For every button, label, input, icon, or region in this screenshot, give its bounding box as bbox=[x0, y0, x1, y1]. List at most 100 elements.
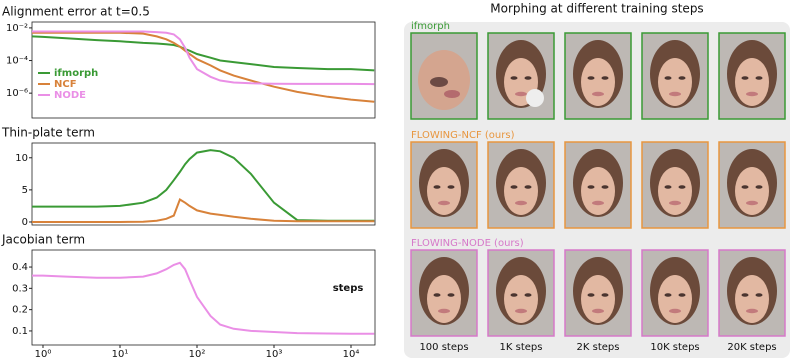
face-thumbnail bbox=[487, 32, 555, 120]
thumbnail-border bbox=[564, 249, 632, 337]
eye bbox=[755, 185, 763, 189]
eye bbox=[755, 293, 763, 297]
thumbnail-border bbox=[641, 249, 709, 337]
series-line bbox=[32, 30, 375, 86]
artifact bbox=[526, 89, 544, 107]
plot-frame bbox=[31, 249, 376, 346]
thumbnail-border bbox=[718, 32, 786, 120]
mouth bbox=[669, 200, 681, 206]
series-line bbox=[31, 35, 375, 72]
x-tick-label: 10² bbox=[189, 349, 206, 360]
y-tick-label: 0.3 bbox=[12, 283, 28, 294]
panel-title: Morphing at different training steps bbox=[490, 2, 703, 16]
face-thumbnail bbox=[410, 141, 478, 229]
y-tick-label: 0.4 bbox=[12, 262, 28, 273]
legend-label: NCF bbox=[54, 79, 77, 90]
thumbnail-border bbox=[410, 141, 478, 229]
x-tick-label: 10⁴ bbox=[343, 349, 360, 360]
face bbox=[581, 275, 615, 323]
face-thumbnail bbox=[641, 32, 709, 120]
y-tick-label: 10⁻⁴ bbox=[6, 56, 28, 67]
face-thumbnail bbox=[410, 249, 478, 337]
eye bbox=[510, 76, 518, 80]
face bbox=[658, 167, 692, 215]
y-tick-label: 10⁻² bbox=[6, 23, 28, 34]
distorted-eye bbox=[430, 77, 448, 87]
y-tick-label: 10⁻⁶ bbox=[6, 88, 28, 99]
eye bbox=[524, 185, 532, 189]
eye bbox=[510, 185, 518, 189]
series-line bbox=[32, 149, 375, 222]
thumbnail-border bbox=[641, 141, 709, 229]
x-tick-label: 10⁰ bbox=[35, 349, 52, 360]
eye bbox=[433, 293, 441, 297]
eye bbox=[741, 76, 749, 80]
eye bbox=[741, 185, 749, 189]
face-thumbnail bbox=[487, 141, 555, 229]
eye bbox=[447, 185, 455, 189]
chart-title: Alignment error at t=0.5 bbox=[2, 5, 150, 19]
series-line bbox=[32, 261, 375, 335]
series-line bbox=[32, 198, 375, 223]
y-tick-label: 5 bbox=[22, 185, 28, 196]
eye bbox=[447, 293, 455, 297]
face-thumbnail bbox=[641, 249, 709, 337]
column-label: 100 steps bbox=[419, 342, 468, 353]
thumbnail-border bbox=[487, 32, 555, 120]
eye bbox=[524, 76, 532, 80]
mouth bbox=[669, 91, 681, 97]
eye bbox=[755, 76, 763, 80]
face bbox=[427, 167, 461, 215]
y-tick-label: 0 bbox=[22, 217, 28, 228]
eye bbox=[664, 185, 672, 189]
eye bbox=[601, 293, 609, 297]
thumbnail-border bbox=[487, 141, 555, 229]
x-tick-label: 10¹ bbox=[112, 349, 129, 360]
eye bbox=[678, 76, 686, 80]
plot-frame bbox=[31, 142, 376, 226]
column-label: 20K steps bbox=[727, 342, 776, 353]
row-label: ifmorph bbox=[411, 21, 450, 32]
face bbox=[581, 58, 615, 106]
eye bbox=[664, 76, 672, 80]
legend-label: NODE bbox=[54, 90, 86, 101]
face-thumbnail bbox=[718, 141, 786, 229]
face-thumbnail bbox=[564, 32, 632, 120]
chart-title: Jacobian term bbox=[1, 233, 85, 247]
thumbnail-border bbox=[718, 249, 786, 337]
x-tick-label: 10³ bbox=[266, 349, 283, 360]
eye bbox=[601, 76, 609, 80]
eye bbox=[678, 185, 686, 189]
mouth bbox=[592, 308, 604, 314]
thumbnail-border bbox=[410, 32, 478, 120]
eye bbox=[587, 76, 595, 80]
face bbox=[735, 275, 769, 323]
legend-label: ifmorph bbox=[54, 68, 98, 79]
mouth bbox=[592, 200, 604, 206]
face bbox=[735, 58, 769, 106]
y-tick-label: 0.2 bbox=[12, 305, 28, 316]
thumbnail-border bbox=[641, 32, 709, 120]
mouth bbox=[746, 91, 758, 97]
mouth bbox=[515, 308, 527, 314]
thumbnail-border bbox=[718, 141, 786, 229]
chart-title: Thin-plate term bbox=[1, 126, 95, 140]
annotation: steps bbox=[333, 283, 364, 294]
face-thumbnail bbox=[641, 141, 709, 229]
distorted-mouth bbox=[444, 90, 460, 98]
column-label: 1K steps bbox=[500, 342, 543, 353]
face bbox=[658, 275, 692, 323]
y-tick-label: 0.1 bbox=[12, 326, 28, 337]
plot-frame bbox=[31, 21, 376, 119]
face-thumbnail bbox=[718, 32, 786, 120]
eye bbox=[587, 185, 595, 189]
thumbnail-border bbox=[564, 32, 632, 120]
column-label: 2K steps bbox=[577, 342, 620, 353]
eye bbox=[433, 185, 441, 189]
thumbnail-border bbox=[410, 249, 478, 337]
face bbox=[427, 275, 461, 323]
face bbox=[658, 58, 692, 106]
mouth bbox=[592, 91, 604, 97]
mouth bbox=[515, 91, 527, 97]
thumbnail-border bbox=[564, 141, 632, 229]
